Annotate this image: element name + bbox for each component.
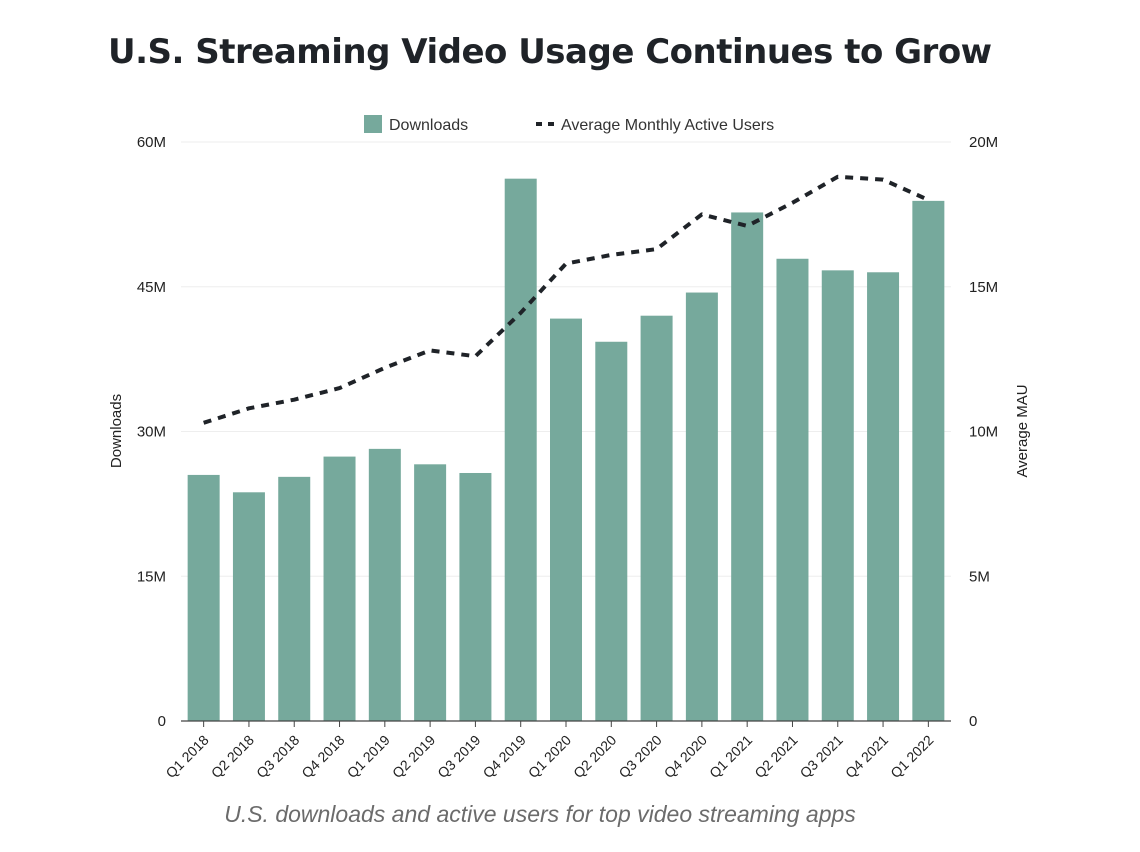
y-left-axis-title: Downloads — [108, 394, 125, 468]
x-tick-label: Q4 2018 — [298, 732, 347, 781]
y-left-tick-label: 45M — [137, 279, 166, 296]
legend-downloads-label: Downloads — [389, 117, 468, 134]
bar-downloads — [323, 456, 356, 721]
y-right-tick-label: 15M — [969, 279, 998, 296]
y-left-tick-label: 60M — [137, 134, 166, 151]
bar-downloads — [731, 212, 764, 721]
x-tick-label: Q3 2021 — [797, 732, 846, 781]
x-tick-label: Q2 2018 — [208, 732, 257, 781]
bars — [187, 178, 945, 722]
bar-downloads — [867, 272, 900, 721]
y-left-tick-label: 30M — [137, 424, 166, 441]
legend-mau-label: Average Monthly Active Users — [561, 117, 774, 134]
bar-downloads — [640, 315, 673, 721]
bar-downloads — [414, 464, 447, 721]
x-tick-label: Q1 2022 — [887, 732, 936, 781]
y-left-tick-label: 0 — [158, 713, 166, 730]
x-tick-label: Q1 2021 — [706, 732, 755, 781]
x-tick-label: Q2 2020 — [570, 732, 619, 781]
mau-line — [203, 174, 930, 425]
chart-subtitle: U.S. downloads and active users for top … — [224, 801, 856, 827]
x-tick-label: Q1 2020 — [525, 732, 574, 781]
legend-downloads-swatch — [364, 115, 382, 133]
bar-downloads — [912, 200, 945, 722]
bar-downloads — [595, 341, 628, 721]
bar-downloads — [550, 318, 582, 721]
x-tick-label: Q1 2019 — [344, 732, 393, 781]
line-average-mau — [203, 174, 930, 425]
x-tick-label: Q4 2021 — [842, 732, 891, 781]
bar-downloads — [504, 178, 537, 722]
x-tick-label: Q4 2019 — [480, 732, 529, 781]
legend: Downloads Average Monthly Active Users — [364, 115, 774, 134]
bar-downloads — [685, 292, 718, 721]
bar-downloads — [459, 472, 492, 721]
y-right-tick-label: 5M — [969, 568, 990, 585]
bar-downloads — [368, 448, 401, 721]
bar-downloads — [821, 270, 854, 721]
chart-title: U.S. Streaming Video Usage Continues to … — [108, 32, 992, 72]
bar-downloads — [278, 476, 311, 721]
x-tick-label: Q3 2018 — [253, 732, 302, 781]
x-tick-label: Q3 2020 — [615, 732, 664, 781]
bar-downloads — [776, 258, 809, 721]
y-right-tick-label: 0 — [969, 713, 977, 730]
y-right-tick-label: 20M — [969, 134, 998, 151]
x-tick-label: Q2 2019 — [389, 732, 438, 781]
x-tick-label: Q3 2019 — [434, 732, 483, 781]
x-tick-label: Q4 2020 — [661, 732, 710, 781]
y-right-axis-title: Average MAU — [1014, 384, 1031, 477]
y-left-tick-label: 15M — [137, 568, 166, 585]
bar-downloads — [232, 492, 265, 721]
x-tick-label: Q1 2018 — [162, 732, 211, 781]
bar-downloads — [187, 474, 220, 721]
x-tick-label: Q2 2021 — [751, 732, 800, 781]
y-right-tick-label: 10M — [969, 424, 998, 441]
